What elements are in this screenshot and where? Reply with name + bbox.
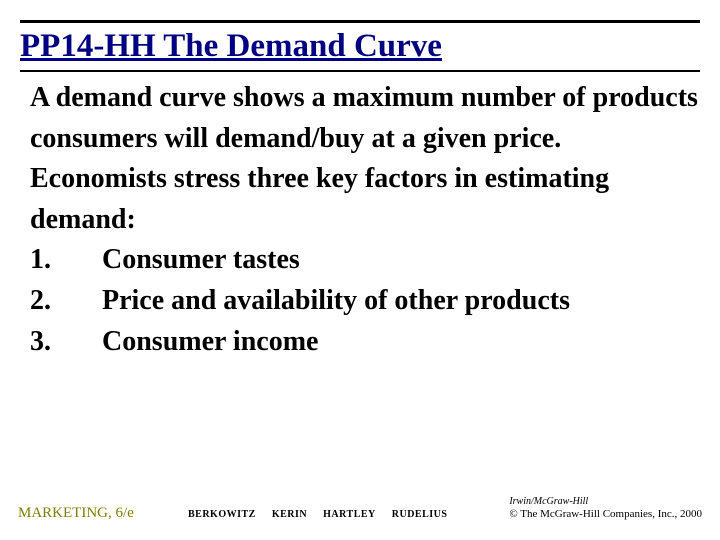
factors-list: 1. Consumer tastes 2. Price and availabi… — [30, 240, 700, 362]
list-item-number: 1. — [30, 240, 102, 281]
author-name: KERIN — [272, 509, 307, 520]
top-divider — [20, 20, 700, 23]
footer-copyright-block: Irwin/McGraw-Hill © The McGraw-Hill Comp… — [509, 496, 702, 522]
author-name: RUDELIUS — [392, 509, 448, 520]
body-paragraph: A demand curve shows a maximum number of… — [30, 78, 700, 240]
list-item-text: Consumer tastes — [102, 240, 300, 281]
footer-authors: BERKOWITZ KERIN HARTLEY RUDELIUS — [188, 509, 447, 520]
list-item: 2. Price and availability of other produ… — [30, 281, 700, 322]
list-item: 1. Consumer tastes — [30, 240, 700, 281]
list-item-text: Consumer income — [102, 322, 318, 363]
list-item-number: 3. — [30, 322, 102, 363]
list-item-number: 2. — [30, 281, 102, 322]
footer-publisher: Irwin/McGraw-Hill — [509, 496, 702, 509]
title-divider — [20, 70, 700, 72]
list-item: 3. Consumer income — [30, 322, 700, 363]
list-item-text: Price and availability of other products — [102, 281, 570, 322]
slide-footer: MARKETING, 6/e BERKOWITZ KERIN HARTLEY R… — [18, 492, 702, 522]
author-name: BERKOWITZ — [188, 509, 256, 520]
footer-edition: MARKETING, 6/e — [18, 505, 134, 522]
slide: PP14-HH The Demand Curve A demand curve … — [0, 0, 720, 540]
slide-title: PP14-HH The Demand Curve — [20, 28, 700, 65]
author-name: HARTLEY — [323, 509, 376, 520]
footer-copyright: © The McGraw-Hill Companies, Inc., 2000 — [509, 508, 702, 522]
slide-body: A demand curve shows a maximum number of… — [30, 78, 700, 362]
